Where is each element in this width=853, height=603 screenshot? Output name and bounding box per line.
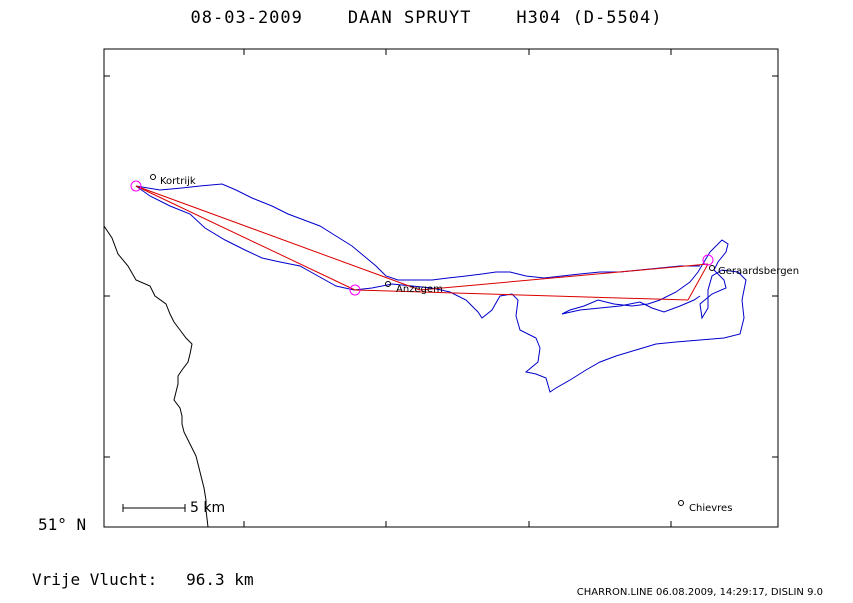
place-label-anzegem: Anzegem [396, 284, 443, 295]
place-marker-kortrijk [150, 174, 156, 180]
turnpoint-3 [702, 254, 714, 266]
footer-info: CHARRON.LINE 06.08.2009, 14:29:17, DISLI… [576, 587, 823, 598]
country-border [103, 225, 209, 528]
place-marker-chievres [678, 500, 684, 506]
task-lines [135, 185, 709, 301]
map-title: 08-03-2009 DAAN SPRUYT H304 (D-5504) [0, 8, 853, 28]
distance-summary: Vrije Vlucht: 96.3 km [32, 570, 254, 589]
turnpoint-2 [349, 284, 361, 296]
flight-date: 08-03-2009 [190, 8, 303, 28]
scale-label: 5 km [190, 500, 226, 516]
latitude-label: 51° N [38, 515, 87, 534]
frame-ticks [104, 49, 778, 527]
scale-bar [122, 504, 186, 512]
map-frame [103, 48, 779, 528]
flight-track [135, 185, 747, 393]
place-marker-geraardsbergen [709, 265, 715, 271]
place-label-chievres: Chievres [689, 503, 732, 514]
flight-track-outbound [135, 183, 700, 281]
place-label-geraardsbergen: Geraardsbergen [718, 266, 799, 277]
place-label-kortrijk: Kortrijk [160, 176, 196, 187]
distance-label: Vrije Vlucht: [32, 570, 158, 589]
distance-value: 96.3 km [186, 570, 254, 589]
place-marker-anzegem [385, 281, 391, 287]
glider-id: H304 (D-5504) [516, 8, 663, 28]
pilot-name: DAAN SPRUYT [347, 8, 472, 28]
turnpoint-start [130, 180, 142, 192]
